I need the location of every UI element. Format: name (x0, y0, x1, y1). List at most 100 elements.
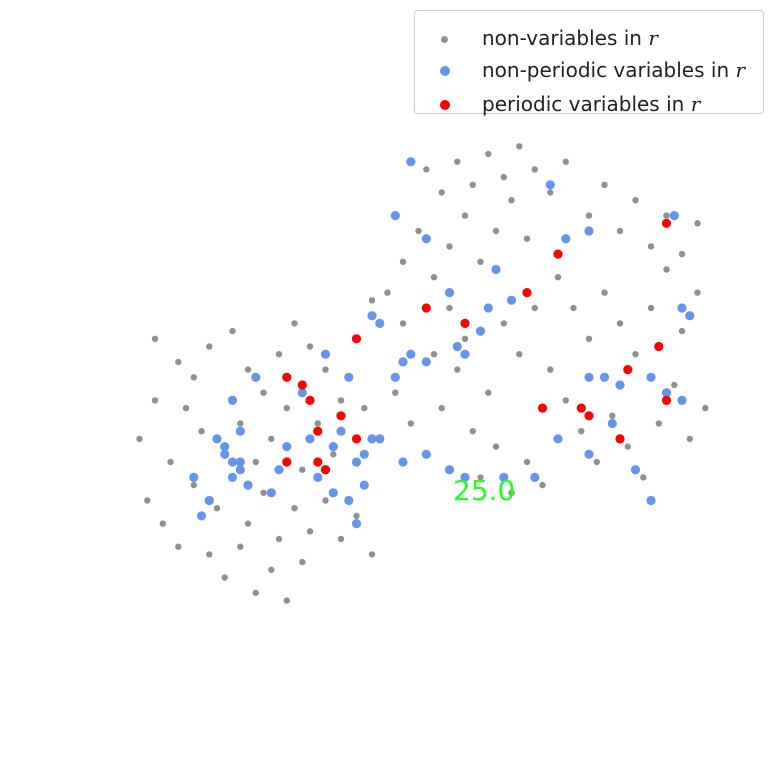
scatter-point (694, 220, 701, 227)
scatter-point (282, 372, 292, 382)
scatter-point (291, 320, 298, 327)
scatter-point (144, 497, 151, 504)
scatter-point (702, 404, 709, 412)
scatter-point (678, 250, 686, 258)
scatter-point (615, 380, 625, 390)
scatter-point (623, 365, 633, 375)
scatter-point (368, 551, 376, 558)
scatter-point (584, 226, 594, 236)
scatter-point (516, 351, 523, 358)
scatter-point (661, 395, 672, 405)
scatter-point (663, 212, 670, 219)
scatter-point (454, 158, 461, 165)
scatter-point (677, 303, 687, 313)
scatter-point (359, 449, 369, 459)
scatter-point (584, 411, 594, 421)
legend-item-non-variables: non-variables in r (415, 21, 763, 57)
scatter-point (562, 158, 569, 165)
scatter-point (336, 426, 346, 436)
scatter-point (530, 472, 540, 482)
scatter-point (499, 472, 509, 482)
scatter-point (508, 197, 515, 204)
scatter-point (190, 374, 197, 381)
scatter-point (252, 458, 259, 466)
scatter-point (677, 395, 687, 405)
legend-marker-blue (440, 66, 450, 76)
scatter-point (553, 249, 563, 259)
scatter-point (460, 472, 470, 482)
scatter-point (182, 404, 190, 412)
series-non-variables (136, 143, 709, 604)
scatter-point (446, 243, 453, 250)
legend: non-variables in r non-periodic variable… (414, 10, 764, 116)
scatter-point (136, 435, 143, 443)
scatter-point (686, 435, 693, 443)
scatter-point (198, 428, 205, 435)
series-periodic-variables (282, 218, 672, 475)
scatter-point (500, 320, 507, 327)
scatter-point (452, 341, 462, 352)
scatter-point (616, 227, 624, 235)
scatter-point (615, 434, 625, 444)
scatter-point (423, 166, 430, 173)
scatter-point (306, 343, 314, 350)
scatter-point (351, 457, 362, 467)
scatter-point (523, 458, 531, 466)
scatter-point (469, 428, 476, 435)
scatter-point (398, 357, 408, 367)
scatter-point (661, 218, 672, 228)
scatter-point (384, 289, 391, 296)
scatter-point (212, 434, 222, 444)
scatter-point (322, 366, 329, 373)
scatter-point (585, 335, 593, 342)
scatter-point (547, 366, 554, 373)
scatter-point (654, 341, 664, 352)
scatter-point (291, 505, 298, 512)
scatter-point (430, 274, 438, 281)
scatter-point (406, 349, 416, 359)
scatter-point (306, 528, 314, 535)
scatter-point (351, 434, 362, 444)
scatter-point (189, 472, 199, 482)
scatter-point (694, 289, 701, 296)
scatter-point (553, 434, 563, 444)
scatter-point (227, 395, 238, 405)
scatter-point (500, 173, 507, 181)
scatter-point (320, 465, 331, 475)
scatter-point (630, 465, 641, 475)
legend-label: periodic variables in r (482, 92, 701, 116)
scatter-point (671, 381, 678, 389)
scatter-point (438, 189, 445, 196)
scatter-point (421, 303, 431, 313)
scatter-point (275, 535, 283, 543)
scatter-point (235, 457, 245, 467)
scatter-point (282, 457, 292, 467)
series-non-periodic-variables (189, 157, 695, 529)
scatter-point (492, 227, 500, 235)
scatter-point (344, 372, 354, 382)
scatter-point (537, 403, 548, 413)
scatter-point (576, 403, 586, 413)
scatter-point (685, 311, 695, 321)
scatter-point (661, 388, 672, 398)
legend-marker-grey (441, 36, 448, 43)
scatter-point (585, 212, 593, 219)
scatter-point (647, 243, 655, 250)
legend-item-periodic-variables: periodic variables in r (415, 87, 763, 123)
scatter-point (305, 434, 315, 444)
scatter-point (632, 351, 639, 358)
scatter-point (491, 264, 501, 275)
scatter-point (655, 420, 662, 427)
scatter-point (328, 442, 338, 452)
scatter-point (438, 404, 445, 412)
scatter-point (578, 428, 585, 435)
scatter-point (367, 311, 377, 321)
scatter-point (359, 480, 369, 490)
scatter-point (220, 449, 230, 459)
legend-marker-red (440, 100, 450, 110)
scatter-point (167, 458, 174, 466)
scatter-point (640, 474, 647, 481)
scatter-point (237, 543, 244, 550)
scatter-point (398, 457, 408, 467)
